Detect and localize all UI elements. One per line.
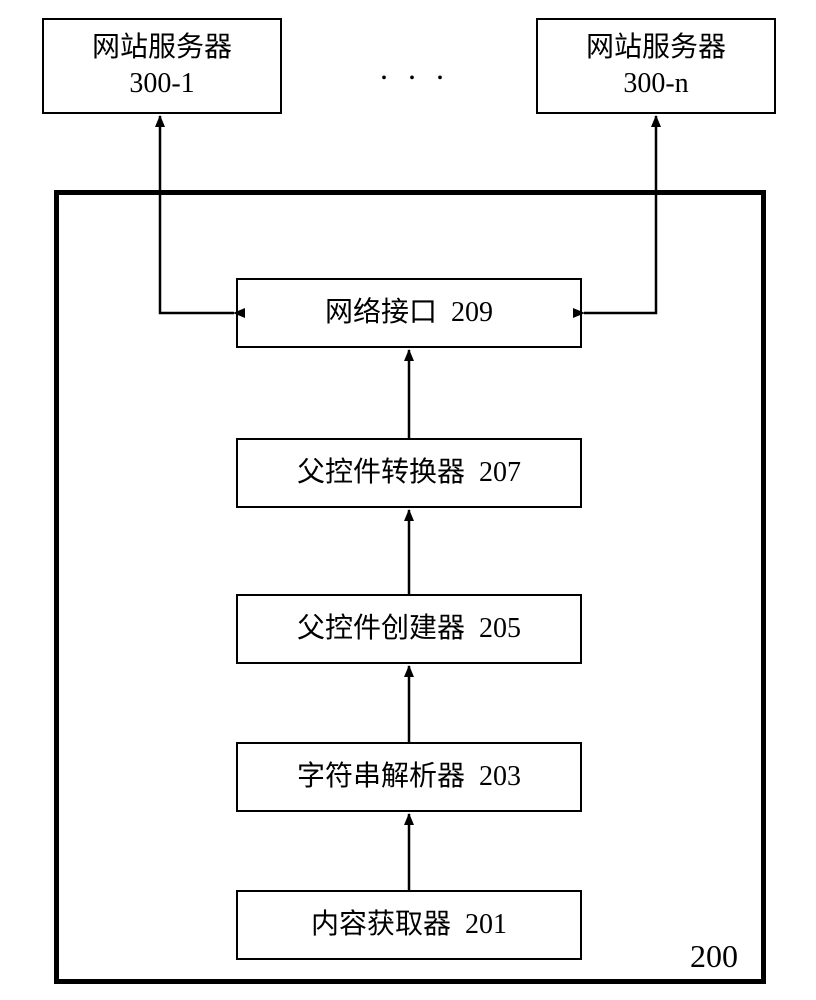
node-label: 父控件创建器 205 [297,611,521,647]
node-server-1: 网站服务器 300-1 [42,18,282,114]
ellipsis: . . . [380,50,450,87]
node-label: 网站服务器 300-n [586,30,726,103]
node-203: 字符串解析器 203 [236,742,582,812]
node-label: 内容获取器 201 [311,907,507,943]
node-label: 网站服务器 300-1 [92,30,232,103]
node-server-n: 网站服务器 300-n [536,18,776,114]
node-209: 网络接口 209 [236,278,582,348]
node-205: 父控件创建器 205 [236,594,582,664]
node-207: 父控件转换器 207 [236,438,582,508]
node-201: 内容获取器 201 [236,890,582,960]
node-label: 父控件转换器 207 [297,455,521,491]
container-200-label: 200 [690,938,738,975]
diagram-canvas: 网站服务器 300-1 . . . 网站服务器 300-n 200 网络接口 2… [0,0,816,1000]
node-label: 网络接口 209 [325,295,493,331]
node-label: 字符串解析器 203 [297,759,521,795]
